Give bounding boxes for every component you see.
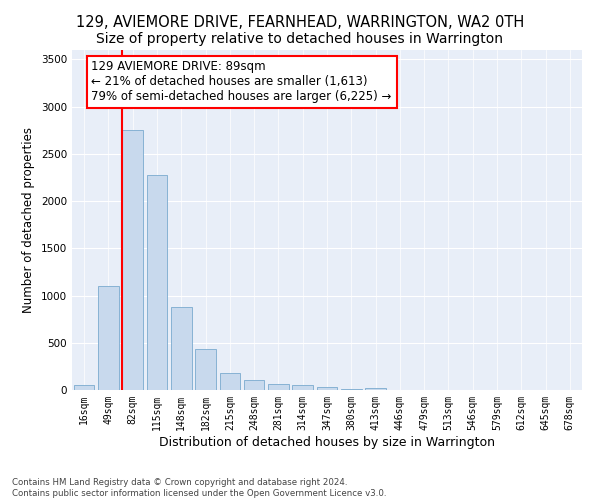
Bar — [292, 386, 313, 390]
Text: Contains HM Land Registry data © Crown copyright and database right 2024.
Contai: Contains HM Land Registry data © Crown c… — [12, 478, 386, 498]
Bar — [244, 380, 265, 390]
Bar — [365, 388, 386, 390]
Bar — [341, 389, 362, 390]
Text: 129, AVIEMORE DRIVE, FEARNHEAD, WARRINGTON, WA2 0TH: 129, AVIEMORE DRIVE, FEARNHEAD, WARRINGT… — [76, 15, 524, 30]
Bar — [220, 374, 240, 390]
Bar — [317, 387, 337, 390]
Text: 129 AVIEMORE DRIVE: 89sqm
← 21% of detached houses are smaller (1,613)
79% of se: 129 AVIEMORE DRIVE: 89sqm ← 21% of detac… — [91, 60, 392, 104]
Bar — [268, 384, 289, 390]
Bar — [171, 307, 191, 390]
Bar — [122, 130, 143, 390]
Y-axis label: Number of detached properties: Number of detached properties — [22, 127, 35, 313]
Bar — [146, 174, 167, 390]
Bar — [195, 350, 216, 390]
X-axis label: Distribution of detached houses by size in Warrington: Distribution of detached houses by size … — [159, 436, 495, 448]
Bar — [74, 386, 94, 390]
Bar — [98, 286, 119, 390]
Text: Size of property relative to detached houses in Warrington: Size of property relative to detached ho… — [97, 32, 503, 46]
